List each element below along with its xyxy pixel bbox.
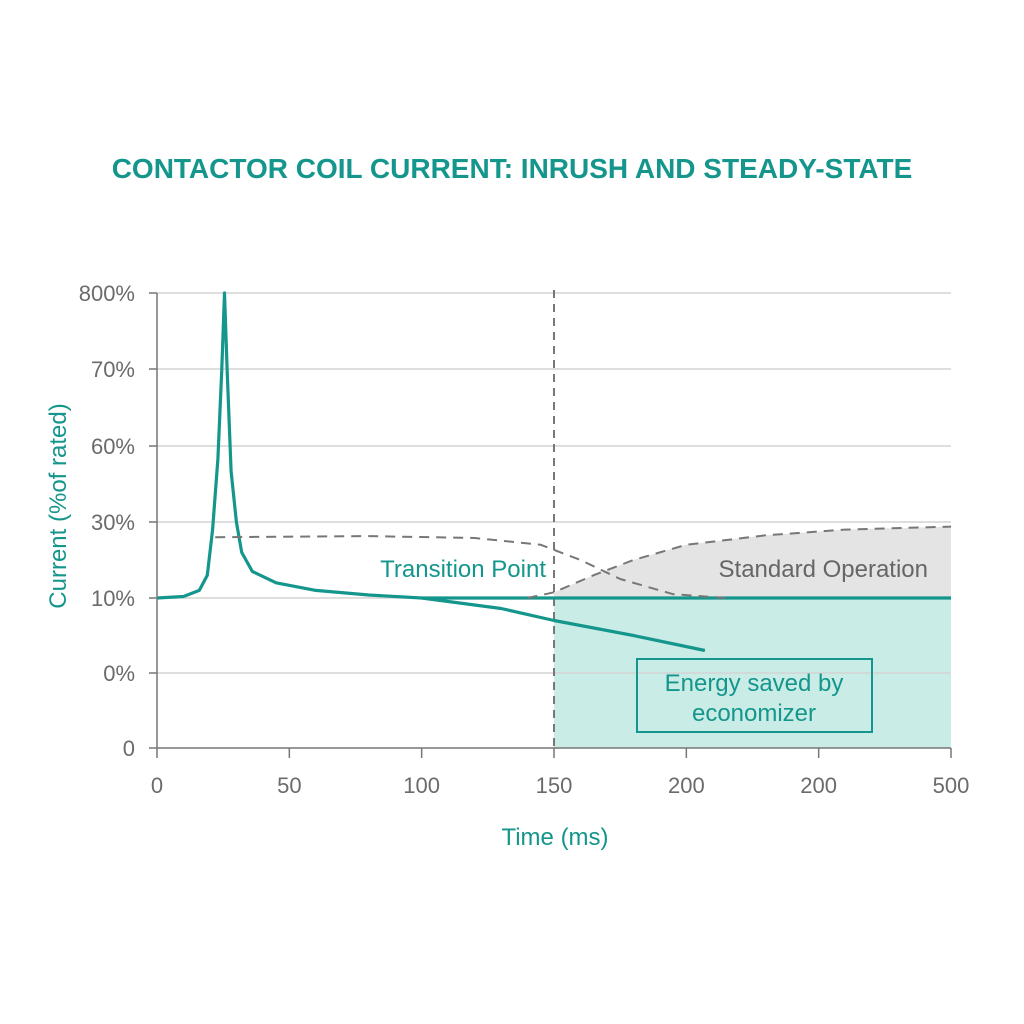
y-tick-label: 60% (91, 434, 135, 459)
x-tick-label: 150 (536, 773, 573, 798)
x-tick-label: 500 (933, 773, 970, 798)
x-tick-label: 200 (800, 773, 837, 798)
chart-title: CONTACTOR COIL CURRENT: INRUSH AND STEAD… (111, 153, 913, 184)
series-hold-current-standard (215, 535, 727, 599)
x-tick-label: 50 (277, 773, 301, 798)
y-tick-label: 800% (79, 281, 135, 306)
y-tick-label: 0% (103, 661, 135, 686)
y-tick-label: 30% (91, 510, 135, 535)
series-standard-operation (527, 525, 952, 599)
annotation-saved-box (636, 658, 873, 733)
annotation-standard: Standard Operation (719, 556, 928, 583)
series-coil-current (156, 291, 951, 600)
x-tick-label: 200 (668, 773, 705, 798)
series-economized-current (421, 596, 706, 653)
standard-operation-fill (554, 526, 951, 598)
x-tick-label: 0 (151, 773, 163, 798)
x-tick-label: 100 (403, 773, 440, 798)
y-tick-label: 70% (91, 357, 135, 382)
annotation-saved-line1: Energy saved by (665, 670, 844, 697)
y-axis-label: Current (%of rated) (45, 403, 72, 608)
x-axis-label: Time (ms) (501, 824, 608, 851)
annotation-transition: Transition Point (380, 556, 546, 583)
annotation-saved-line2: economizer (692, 700, 816, 727)
y-tick-label: 10% (91, 586, 135, 611)
y-tick-label: 0 (123, 736, 135, 761)
